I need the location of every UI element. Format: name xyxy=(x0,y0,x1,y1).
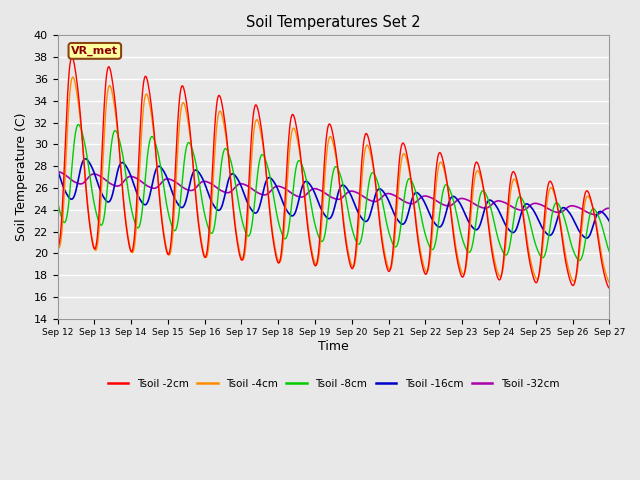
Tsoil -2cm xyxy=(417,258,425,264)
Tsoil -8cm xyxy=(207,229,214,235)
Tsoil -2cm xyxy=(54,243,61,249)
X-axis label: Time: Time xyxy=(318,340,349,353)
Tsoil -16cm xyxy=(177,204,185,210)
Tsoil -8cm xyxy=(177,191,185,196)
Tsoil -32cm xyxy=(401,199,408,204)
Tsoil -8cm xyxy=(54,198,61,204)
Tsoil -4cm xyxy=(69,74,77,80)
Tsoil -4cm xyxy=(121,211,129,216)
Tsoil -2cm xyxy=(401,144,409,150)
Tsoil -8cm xyxy=(74,121,82,127)
Tsoil -16cm xyxy=(63,192,71,198)
Line: Tsoil -2cm: Tsoil -2cm xyxy=(58,57,609,288)
Tsoil -4cm xyxy=(54,243,61,249)
Tsoil -32cm xyxy=(120,178,128,184)
Text: VR_met: VR_met xyxy=(71,46,118,56)
Tsoil -16cm xyxy=(417,194,425,200)
Legend: Tsoil -2cm, Tsoil -4cm, Tsoil -8cm, Tsoil -16cm, Tsoil -32cm: Tsoil -2cm, Tsoil -4cm, Tsoil -8cm, Tsoi… xyxy=(103,374,563,393)
Tsoil -32cm xyxy=(417,195,424,201)
Tsoil -8cm xyxy=(401,189,409,194)
Tsoil -4cm xyxy=(177,106,185,112)
Tsoil -2cm xyxy=(177,85,185,91)
Tsoil -32cm xyxy=(54,168,61,174)
Tsoil -2cm xyxy=(605,286,613,291)
Tsoil -2cm xyxy=(68,54,76,60)
Tsoil -8cm xyxy=(121,167,129,172)
Tsoil -8cm xyxy=(575,258,583,264)
Tsoil -2cm xyxy=(207,209,214,215)
Tsoil -2cm xyxy=(63,94,71,99)
Tsoil -16cm xyxy=(401,219,409,225)
Line: Tsoil -8cm: Tsoil -8cm xyxy=(58,124,609,261)
Title: Soil Temperatures Set 2: Soil Temperatures Set 2 xyxy=(246,15,420,30)
Tsoil -4cm xyxy=(605,280,613,286)
Line: Tsoil -4cm: Tsoil -4cm xyxy=(58,77,609,283)
Tsoil -4cm xyxy=(401,152,409,158)
Tsoil -16cm xyxy=(121,162,129,168)
Tsoil -4cm xyxy=(63,125,71,131)
Tsoil -32cm xyxy=(591,212,599,217)
Tsoil -4cm xyxy=(417,252,425,258)
Tsoil -16cm xyxy=(582,235,590,241)
Tsoil -16cm xyxy=(207,196,214,202)
Tsoil -2cm xyxy=(121,214,129,220)
Line: Tsoil -16cm: Tsoil -16cm xyxy=(58,159,609,238)
Tsoil -8cm xyxy=(63,210,71,216)
Tsoil -32cm xyxy=(63,174,71,180)
Tsoil -4cm xyxy=(207,226,214,232)
Tsoil -8cm xyxy=(417,214,425,220)
Tsoil -32cm xyxy=(605,205,613,211)
Tsoil -16cm xyxy=(605,218,613,224)
Y-axis label: Soil Temperature (C): Soil Temperature (C) xyxy=(15,113,28,241)
Tsoil -32cm xyxy=(177,183,184,189)
Tsoil -8cm xyxy=(605,249,613,255)
Tsoil -32cm xyxy=(205,180,213,186)
Tsoil -16cm xyxy=(81,156,89,162)
Line: Tsoil -32cm: Tsoil -32cm xyxy=(58,171,609,215)
Tsoil -16cm xyxy=(54,167,61,173)
